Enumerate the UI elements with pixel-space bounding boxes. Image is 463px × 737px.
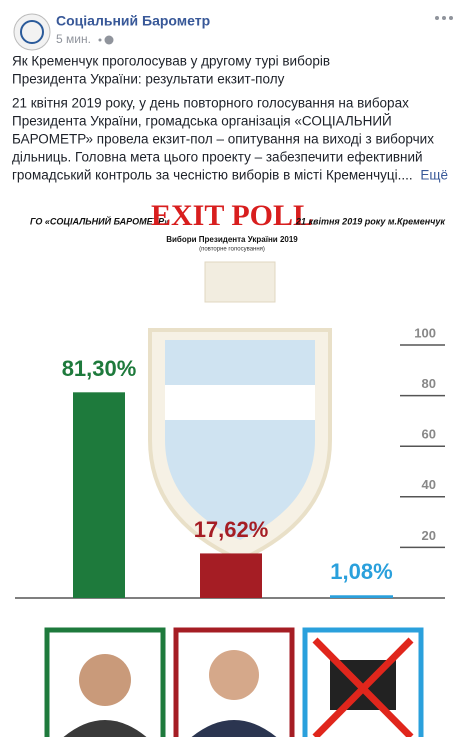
see-more[interactable]: Ещё	[420, 168, 448, 183]
post-body-line: 21 квітня 2019 року, у день повторного г…	[12, 96, 409, 111]
y-tick-label: 20	[422, 528, 436, 543]
avatar[interactable]	[13, 13, 51, 51]
chart-subtitle: Вибори Президента України 2019	[166, 235, 298, 244]
post-title-line: Як Кременчук проголосував у другому турі…	[12, 54, 330, 69]
globe-icon	[104, 35, 114, 45]
post-body-line: БАРОМЕТР» провела екзит-пол – опитування…	[12, 132, 434, 147]
photos	[44, 627, 424, 737]
coat-of-arms	[148, 261, 332, 563]
post-title-line: Президента України: результати екзит-пол…	[12, 72, 285, 87]
bar	[73, 392, 125, 598]
dot	[98, 38, 102, 42]
bar	[330, 595, 393, 598]
post-body-line: громадський контроль за чесністю виборів…	[12, 168, 413, 183]
y-tick-label: 60	[422, 427, 436, 442]
post-body-line: дільниць. Головна мета цього проекту – з…	[12, 150, 423, 165]
chart-date: 21 квітня 2019 року м.Кременчук	[295, 216, 445, 226]
chart-title: EXIT POLL	[151, 199, 313, 232]
y-tick-label: 100	[414, 325, 436, 340]
value-label: 81,30%	[62, 356, 137, 381]
avatar-icon	[20, 20, 44, 44]
bar	[200, 553, 262, 598]
chart-note: (повторне голосування)	[199, 247, 265, 253]
value-label: 1,08%	[330, 559, 392, 584]
post-body-line: Президента України, громадська організац…	[12, 114, 392, 129]
chart-organization: ГО «СОЦІАЛЬНИЙ БАРОМЕТР»	[30, 215, 169, 226]
y-tick-label: 80	[422, 376, 436, 391]
time[interactable]: 5 мин.	[56, 32, 91, 46]
value-label: 17,62%	[194, 517, 269, 542]
menu[interactable]	[435, 16, 453, 20]
author[interactable]: Соціальний Барометр	[56, 13, 210, 29]
y-tick-label: 40	[422, 477, 436, 492]
